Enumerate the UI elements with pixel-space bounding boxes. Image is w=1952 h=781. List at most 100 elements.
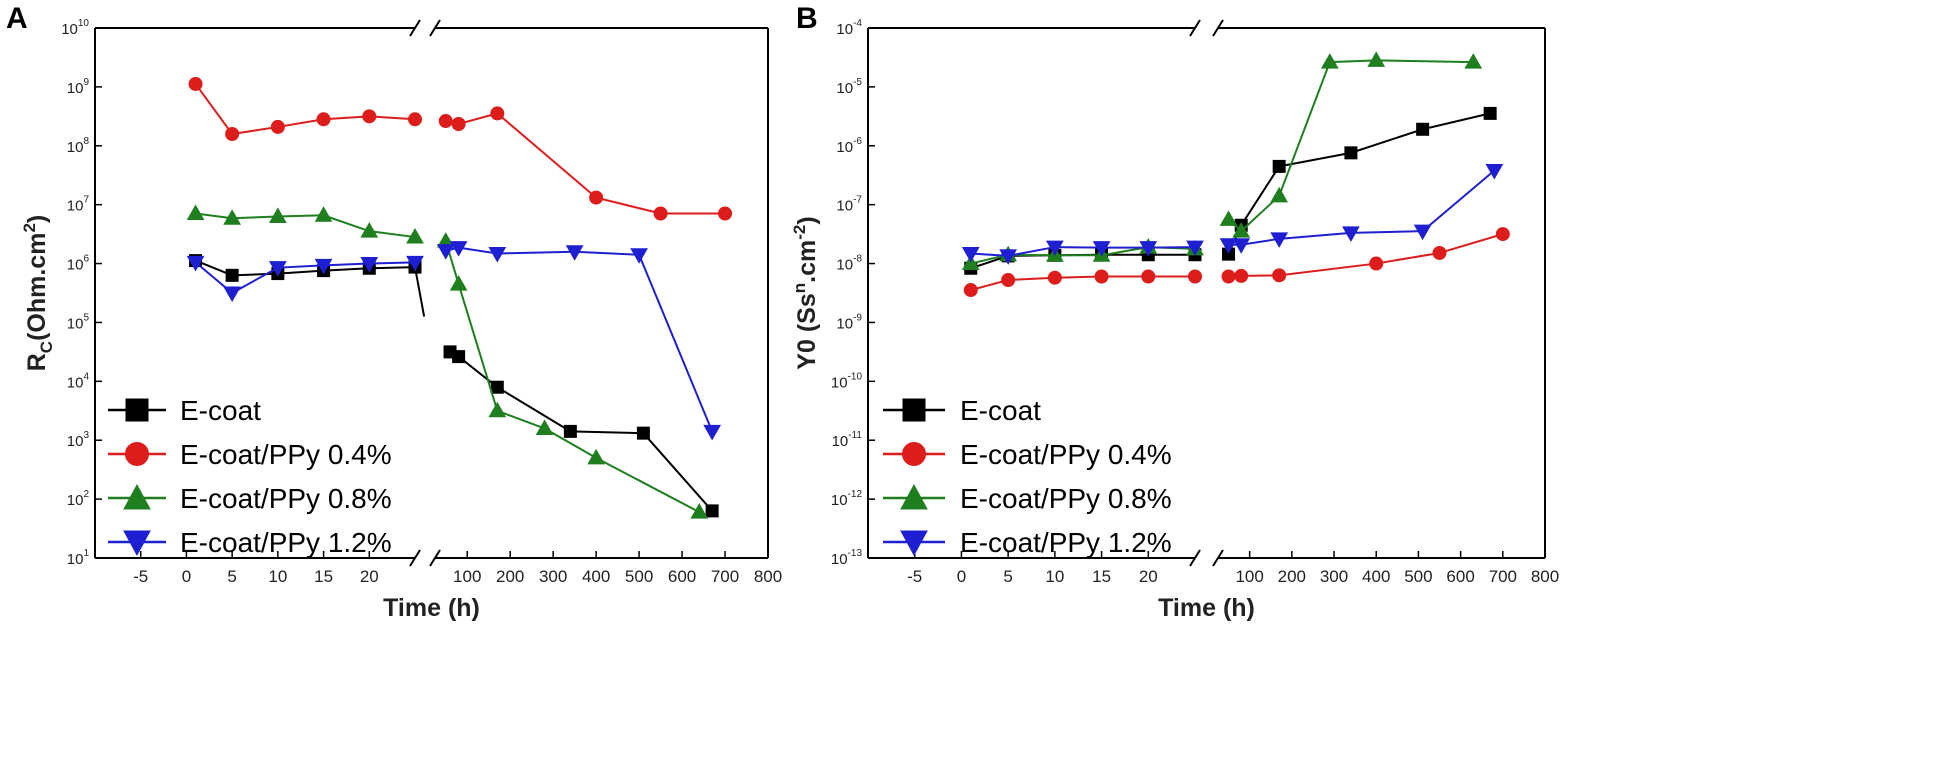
- data-point-circle: [1094, 269, 1109, 284]
- y-tick-label: 104: [67, 371, 90, 391]
- data-point-triangle-up: [961, 254, 980, 271]
- data-point-square: [563, 424, 577, 438]
- y-tick-base: 10: [67, 374, 84, 391]
- y-axis-title-close: ): [793, 216, 821, 224]
- axis-break-mark: [429, 19, 441, 37]
- y-axis-title-superscript: -2: [790, 225, 809, 240]
- data-point-square: [125, 398, 149, 422]
- y-tick-base: 10: [836, 139, 853, 156]
- data-point-circle: [589, 190, 604, 205]
- y-tick-base: 10: [836, 21, 853, 38]
- x-tick-label: 800: [1531, 567, 1559, 586]
- data-point-triangle-down: [1342, 226, 1360, 242]
- data-point-triangle-up: [1219, 210, 1238, 226]
- data-point-circle: [1234, 268, 1249, 283]
- data-point-triangle-down: [268, 261, 287, 277]
- y-tick-base: 10: [67, 492, 84, 509]
- data-point-triangle-up: [123, 483, 151, 510]
- y-tick-base: 10: [831, 551, 848, 568]
- y-tick-exponent: -7: [853, 195, 862, 206]
- axis-break-mark: [1212, 19, 1224, 37]
- data-point-triangle-down: [436, 244, 455, 260]
- y-tick-base: 10: [67, 551, 84, 568]
- data-point-triangle-down: [1186, 240, 1204, 257]
- y-tick-exponent: 7: [83, 195, 89, 206]
- data-point-square: [636, 426, 650, 440]
- data-point-triangle-down: [488, 247, 507, 263]
- data-point-triangle-up: [900, 483, 928, 510]
- data-point-circle: [316, 112, 331, 127]
- data-point-triangle-down: [1045, 240, 1064, 257]
- data-point-triangle-down: [1092, 241, 1111, 257]
- y-tick-label: 107: [67, 195, 90, 215]
- axis-break-mark: [409, 19, 421, 37]
- x-tick-label: 500: [1404, 567, 1432, 586]
- y-tick-exponent: 2: [83, 489, 89, 500]
- y-tick-label: 1010: [61, 18, 89, 38]
- data-point-triangle-up: [1367, 51, 1386, 67]
- y-tick-base: 10: [67, 139, 84, 156]
- y-tick-exponent: 6: [83, 254, 89, 265]
- data-point-triangle-down: [565, 245, 584, 261]
- data-point-triangle-down: [961, 247, 980, 263]
- data-point-triangle-up: [360, 222, 379, 238]
- data-point-circle: [1188, 269, 1202, 284]
- y-axis-title-superscript: 2: [20, 223, 39, 232]
- x-tick-label: 10: [1045, 567, 1064, 586]
- axes-frame: [94, 19, 769, 567]
- data-point-circle: [125, 442, 149, 466]
- data-point-triangle-down: [449, 241, 468, 257]
- data-point-square: [705, 504, 719, 518]
- y-tick-exponent: -8: [853, 254, 862, 265]
- axis-break-mark: [1189, 549, 1201, 567]
- data-point-square: [1483, 106, 1497, 120]
- series-1: [188, 76, 733, 221]
- y-tick-label: 108: [67, 136, 90, 156]
- axis-break-mark: [1212, 549, 1224, 567]
- y-tick-base: 10: [836, 198, 853, 215]
- y-tick-base: 10: [67, 433, 84, 450]
- data-point-circle: [653, 206, 668, 221]
- data-point-circle: [1141, 269, 1156, 284]
- y-tick-label: 10-4: [836, 18, 862, 38]
- y-axis-title-unit: (Ohm.cm: [23, 233, 51, 341]
- data-point-triangle-up: [1320, 53, 1339, 69]
- data-point-triangle-down: [406, 255, 424, 272]
- data-point-triangle-up: [223, 209, 242, 225]
- data-point-circle: [1272, 268, 1287, 283]
- legend-label: E-coat/PPy 0.8%: [180, 483, 392, 514]
- data-point-triangle-down: [1139, 241, 1158, 257]
- x-tick-label: 600: [668, 567, 696, 586]
- y-tick-base: 10: [67, 315, 84, 332]
- axes-frame: [867, 19, 1546, 567]
- y-tick-label: 10-5: [836, 77, 862, 97]
- data-point-triangle-up: [1232, 222, 1251, 238]
- y-tick-base: 10: [67, 198, 84, 215]
- data-point-circle: [225, 127, 240, 141]
- data-point-triangle-down: [630, 248, 648, 264]
- series-line-right: [449, 351, 713, 512]
- y-axis-title-unit: .cm: [793, 240, 821, 283]
- data-point-triangle-up: [449, 275, 468, 291]
- y-tick-label: 106: [67, 254, 90, 274]
- series-0: [189, 254, 719, 518]
- y-tick-base: 10: [836, 257, 853, 274]
- x-tick-label: 300: [539, 567, 567, 586]
- x-tick-label: 200: [496, 567, 524, 586]
- y-axis-title-superscript: n: [790, 283, 809, 293]
- y-tick-exponent: -11: [848, 430, 862, 441]
- y-tick-exponent: -12: [848, 489, 863, 500]
- y-tick-exponent: -5: [853, 77, 862, 88]
- data-point-triangle-down: [1232, 238, 1251, 254]
- y-tick-base: 10: [831, 374, 848, 391]
- y-axis-title: RC(Ohm.cm2): [20, 215, 56, 372]
- data-point-triangle-up: [186, 204, 205, 220]
- y-tick-label: 109: [67, 77, 90, 97]
- y-tick-label: 10-9: [836, 312, 862, 332]
- data-point-square: [490, 380, 504, 394]
- x-tick-label: 200: [1278, 567, 1306, 586]
- series-3: [186, 241, 722, 441]
- y-tick-label: 10-10: [831, 371, 863, 391]
- data-point-triangle-down: [1485, 164, 1504, 180]
- x-tick-label: -5: [133, 567, 148, 586]
